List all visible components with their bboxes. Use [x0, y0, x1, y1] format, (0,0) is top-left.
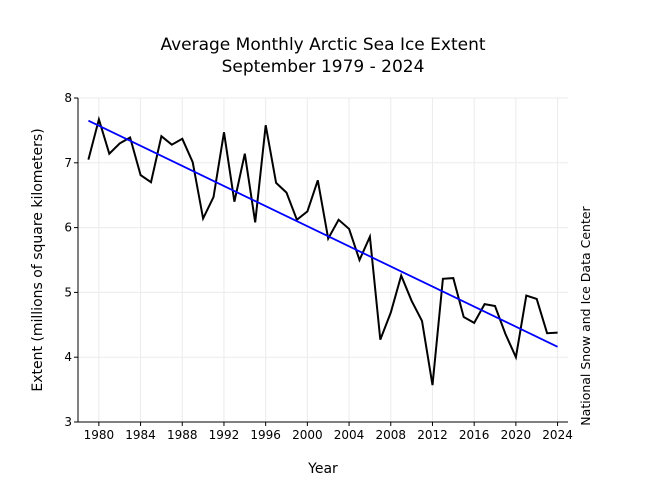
trend-line: [88, 121, 557, 347]
x-tick-label: 1996: [250, 428, 281, 442]
marks: [88, 119, 557, 385]
x-tick-label: 1988: [167, 428, 198, 442]
grid: [78, 98, 568, 422]
x-tick-label: 1992: [209, 428, 240, 442]
chart-subtitle: September 1979 - 2024: [222, 57, 425, 77]
x-tick-label: 2020: [501, 428, 532, 442]
x-tick-label: 2024: [542, 428, 573, 442]
x-tick-label: 2016: [459, 428, 490, 442]
x-tick-label: 1984: [125, 428, 156, 442]
source-label: National Snow and Ice Data Center: [578, 205, 593, 425]
x-tick-label: 2004: [334, 428, 365, 442]
chart-title: Average Monthly Arctic Sea Ice Extent: [160, 35, 485, 55]
y-tick-label: 3: [64, 415, 72, 429]
y-tick-label: 7: [64, 156, 72, 170]
extent-line: [88, 119, 557, 385]
y-tick-label: 6: [64, 221, 72, 235]
x-tick-label: 2008: [375, 428, 406, 442]
y-tick-label: 5: [64, 285, 72, 299]
x-axis-label: Year: [307, 461, 338, 477]
y-axis-label: Extent (millions of square kilometers): [30, 128, 46, 391]
x-tick-label: 1980: [84, 428, 115, 442]
y-tick-label: 4: [64, 350, 72, 364]
x-tick-label: 2000: [292, 428, 323, 442]
y-tick-label: 8: [64, 91, 72, 105]
x-tick-label: 2012: [417, 428, 448, 442]
